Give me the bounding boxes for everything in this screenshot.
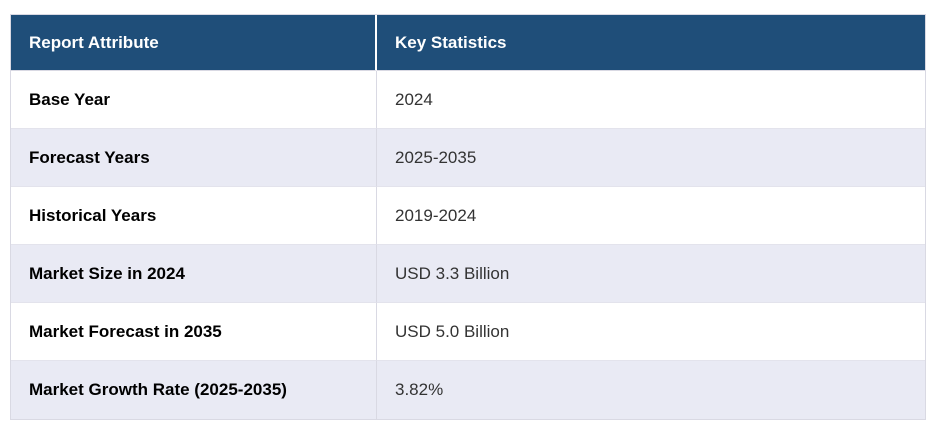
attribute-cell: Market Forecast in 2035 bbox=[11, 303, 377, 361]
table-row: Market Size in 2024 USD 3.3 Billion bbox=[11, 245, 925, 303]
attribute-cell: Historical Years bbox=[11, 187, 377, 245]
table-row: Base Year 2024 bbox=[11, 71, 925, 129]
value-cell: 2025-2035 bbox=[377, 129, 925, 187]
column-header-report-attribute: Report Attribute bbox=[11, 15, 377, 71]
value-cell: 2024 bbox=[377, 71, 925, 129]
attribute-cell: Forecast Years bbox=[11, 129, 377, 187]
attribute-cell: Base Year bbox=[11, 71, 377, 129]
attribute-cell: Market Size in 2024 bbox=[11, 245, 377, 303]
table-row: Forecast Years 2025-2035 bbox=[11, 129, 925, 187]
table-row: Market Growth Rate (2025-2035) 3.82% bbox=[11, 361, 925, 419]
value-cell: USD 5.0 Billion bbox=[377, 303, 925, 361]
key-statistics-table: Report Attribute Key Statistics Base Yea… bbox=[10, 14, 926, 420]
value-cell: 2019-2024 bbox=[377, 187, 925, 245]
column-header-key-statistics: Key Statistics bbox=[377, 15, 925, 71]
table-row: Market Forecast in 2035 USD 5.0 Billion bbox=[11, 303, 925, 361]
attribute-cell: Market Growth Rate (2025-2035) bbox=[11, 361, 377, 419]
table-row: Historical Years 2019-2024 bbox=[11, 187, 925, 245]
value-cell: 3.82% bbox=[377, 361, 925, 419]
value-cell: USD 3.3 Billion bbox=[377, 245, 925, 303]
header-row: Report Attribute Key Statistics bbox=[11, 15, 925, 71]
